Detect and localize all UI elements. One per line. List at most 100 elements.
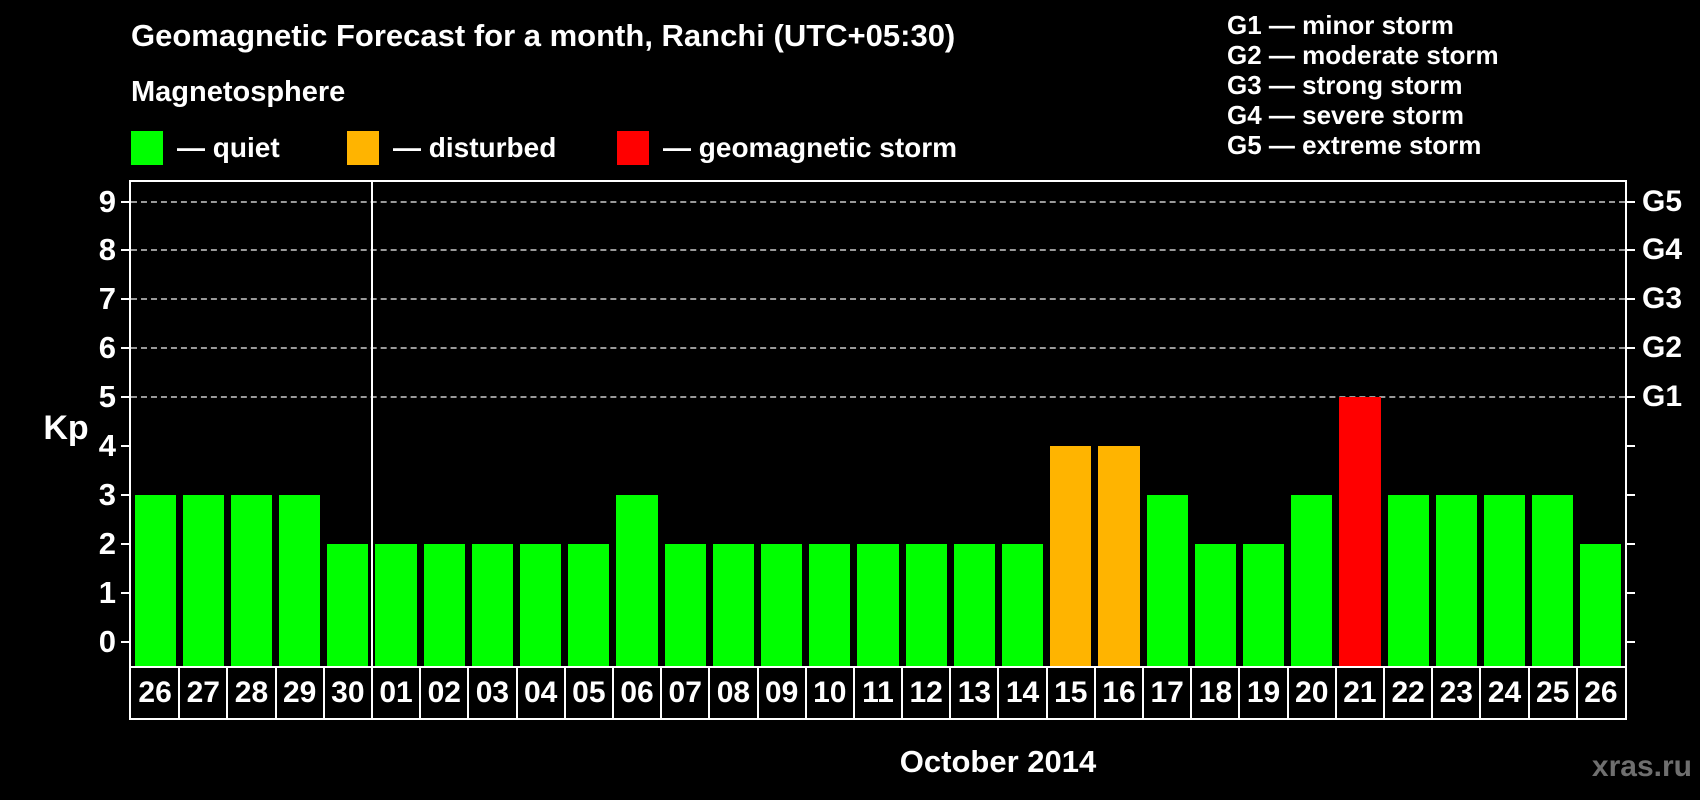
day-cell-separator: [1238, 668, 1241, 718]
right-tick-kp0: [1625, 640, 1635, 643]
day-label-24: 20: [1295, 676, 1329, 709]
y-tick-label-2: 2: [98, 525, 116, 561]
gridline-kp5: [131, 396, 1625, 399]
kp-bar-day-29: [279, 494, 321, 666]
watermark: xras.ru: [1591, 750, 1692, 783]
day-label-30: 26: [1584, 676, 1618, 709]
day-label-21: 17: [1150, 676, 1184, 709]
left-tick-kp7: [121, 298, 131, 301]
left-tick-kp9: [121, 200, 131, 203]
kp-bar-day-26: [1580, 543, 1622, 666]
day-label-28: 24: [1487, 676, 1522, 709]
day-label-5: 01: [379, 676, 413, 709]
legend-label-quiet: — quiet: [177, 132, 280, 163]
left-tick-kp0: [121, 640, 131, 643]
y-axis-label: Kp: [43, 409, 89, 447]
kp-bar-day-05: [568, 543, 610, 666]
kp-bar-day-24: [1483, 494, 1526, 666]
day-cell-separator: [226, 668, 229, 718]
legend-swatch-disturbed: [347, 131, 379, 165]
page-title: Geomagnetic Forecast for a month, Ranchi…: [131, 18, 956, 53]
kp-bar-day-03: [471, 543, 514, 666]
day-label-4: 30: [331, 676, 365, 709]
kp-bar-day-13: [953, 543, 995, 666]
y-tick-label-0: 0: [98, 623, 116, 659]
day-label-27: 23: [1439, 676, 1473, 709]
kp-bar-day-12: [905, 543, 947, 666]
day-cell-separator: [1527, 668, 1530, 718]
magnetosphere-label: Magnetosphere: [131, 76, 346, 108]
kp-bar-day-10: [809, 543, 851, 666]
day-cell-separator: [756, 668, 759, 718]
day-cell-separator: [708, 668, 711, 718]
right-tick-kp9: [1625, 200, 1635, 203]
day-cell-separator: [660, 668, 663, 718]
day-label-25: 21: [1343, 676, 1377, 709]
day-label-12: 08: [716, 676, 751, 709]
day-cell-separator: [419, 668, 422, 718]
g-scale-legend: G1 — minor storm G2 — moderate storm G3 — …: [1227, 10, 1499, 160]
day-cell-separator: [1093, 668, 1096, 718]
day-label-18: 14: [1005, 676, 1040, 709]
legend-item-quiet: — quiet: [131, 131, 280, 165]
day-label-9: 05: [572, 676, 606, 709]
day-cell-separator: [1142, 668, 1145, 718]
day-cell-separator: [322, 668, 325, 718]
gridline-kp7: [131, 298, 1625, 301]
kp-bar-day-04: [520, 543, 562, 666]
day-cell-separator: [901, 668, 904, 718]
legend-label-disturbed: — disturbed: [393, 132, 557, 163]
day-label-14: 10: [813, 676, 847, 709]
kp-bar-day-06: [616, 494, 658, 666]
y-tick-label-8: 8: [98, 232, 116, 268]
day-label-29: 25: [1536, 676, 1570, 709]
day-cell-separator: [804, 668, 807, 718]
gridline-kp8: [131, 249, 1625, 252]
g-legend-line-g3: G3 — strong storm: [1227, 70, 1463, 100]
day-cell-separator: [370, 668, 373, 718]
day-cell-separator: [1334, 668, 1337, 718]
day-cell-separator: [178, 668, 181, 718]
left-tick-kp8: [121, 249, 131, 252]
x-axis-month-label: October 2014: [899, 744, 1097, 779]
day-axis: 26 27 28 29 30 01 02 03 04 05 06 07 08 09 10 11 12 13 14 15…: [129, 666, 1627, 720]
kp-bar-day-27: [182, 494, 224, 666]
y-tick-label-5: 5: [98, 379, 116, 415]
kp-bar-day-08: [712, 543, 754, 666]
day-label-15: 11: [862, 676, 894, 709]
right-tick-kp7: [1625, 298, 1635, 301]
legend-swatch-storm: [617, 131, 649, 165]
left-tick-kp1: [121, 591, 131, 594]
day-label-6: 02: [427, 676, 461, 709]
month-separator-line: [370, 182, 373, 666]
day-label-3: 29: [282, 676, 317, 709]
day-cell-separator: [1575, 668, 1578, 718]
g-axis-label-g1: G1: [1642, 380, 1683, 414]
kp-bar-day-17: [1146, 494, 1188, 666]
right-tick-kp3: [1625, 493, 1635, 496]
day-cell-separator: [563, 668, 566, 718]
day-cell-separator: [852, 668, 855, 718]
day-label-0: 26: [138, 676, 172, 709]
right-tick-kp4: [1625, 445, 1635, 447]
day-cell-separator: [467, 668, 470, 718]
right-tick-kp5: [1625, 396, 1635, 399]
day-label-2: 28: [234, 676, 269, 709]
legend-item-disturbed: — disturbed: [347, 131, 556, 165]
left-tick-kp3: [121, 493, 131, 496]
day-cell-separator: [1045, 668, 1048, 718]
kp-bar-day-09: [761, 543, 803, 666]
y-tick-label-3: 3: [98, 476, 116, 512]
legend-swatch-quiet: [131, 131, 163, 165]
gridline-kp9: [131, 200, 1625, 203]
day-label-13: 09: [764, 676, 799, 709]
day-label-20: 16: [1102, 676, 1136, 709]
kp-bar-day-15: [1050, 446, 1092, 666]
kp-bar-day-07: [664, 543, 706, 666]
day-label-17: 13: [957, 676, 992, 709]
g-axis-label-g5: G5: [1642, 184, 1683, 218]
g-legend-line-g5: G5 — extreme storm: [1227, 130, 1482, 160]
kp-bar-day-19: [1242, 543, 1285, 666]
y-tick-label-9: 9: [98, 183, 116, 219]
